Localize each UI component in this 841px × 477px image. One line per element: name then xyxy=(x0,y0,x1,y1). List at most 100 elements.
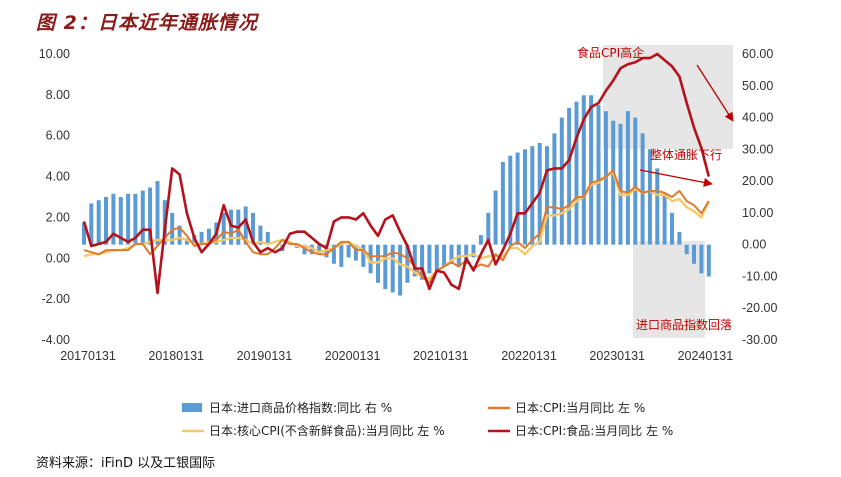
bar xyxy=(398,244,403,296)
left-axis-tick: 8.00 xyxy=(46,88,70,102)
bar xyxy=(618,123,623,245)
bar xyxy=(206,228,211,245)
x-axis-tick: 20170131 xyxy=(60,349,116,363)
bar xyxy=(530,146,535,245)
left-axis-tick: 0.00 xyxy=(46,251,70,265)
x-axis-tick: 20180131 xyxy=(148,349,204,363)
bar xyxy=(574,101,579,245)
legend: 日本:进口商品价格指数:同比 右 % 日本:CPI:当月同比 左 % 日本:核心CP… xyxy=(182,400,673,438)
bar xyxy=(427,244,432,274)
legend-label: 日本:CPI:当月同比 左 % xyxy=(515,400,645,415)
bar xyxy=(442,244,447,267)
legend-label: 日本:CPI:食品:当月同比 左 % xyxy=(515,423,673,438)
figure-title: 图 2：日本近年通胀情况 xyxy=(36,12,258,34)
bar xyxy=(390,244,395,293)
bar xyxy=(82,222,86,245)
bar xyxy=(258,225,263,245)
bar xyxy=(493,190,498,245)
bar xyxy=(140,190,145,245)
bar xyxy=(412,244,417,277)
right-axis-tick: -30.00 xyxy=(742,333,777,347)
bar xyxy=(331,244,336,264)
bar xyxy=(118,197,123,245)
x-axis-tick: 20210131 xyxy=(413,349,469,363)
line-cpi xyxy=(83,169,710,284)
bar xyxy=(625,111,630,245)
bar xyxy=(317,244,322,255)
left-axis-tick: 2.00 xyxy=(46,210,70,224)
bar xyxy=(647,149,652,245)
bar xyxy=(464,244,469,264)
bar xyxy=(508,155,513,245)
axes: -4.00 -2.00 0.00 2.00 4.00 6.00 8.00 10.00 -30.0… xyxy=(39,47,778,363)
bar xyxy=(221,212,226,245)
bar xyxy=(89,203,94,245)
line-food-cpi xyxy=(82,52,711,295)
bar xyxy=(515,152,520,245)
annotation-overall-inflation-down: 整体通胀下行 xyxy=(650,147,722,162)
bar xyxy=(339,244,344,267)
bar xyxy=(706,244,711,277)
bar xyxy=(346,244,351,258)
bar xyxy=(471,244,476,258)
bar xyxy=(486,212,491,245)
bar xyxy=(148,187,153,245)
bar xyxy=(581,95,586,245)
bar xyxy=(449,244,454,264)
bar xyxy=(677,232,682,245)
annotation-import-index-decline: 进口商品指数回落 xyxy=(636,317,732,332)
bar xyxy=(589,95,594,245)
right-axis-tick: 40.00 xyxy=(742,111,773,125)
left-axis-tick: 4.00 xyxy=(46,170,70,184)
bar xyxy=(302,244,307,255)
shaded-regions xyxy=(603,45,733,338)
bar xyxy=(199,232,204,245)
bar xyxy=(111,193,116,245)
bar xyxy=(662,193,667,245)
bar xyxy=(420,244,425,280)
right-axis-tick: 50.00 xyxy=(742,79,773,93)
bar xyxy=(361,244,366,267)
right-axis-tick: -20.00 xyxy=(742,301,777,315)
x-axis-tick: 20200131 xyxy=(325,349,381,363)
bar xyxy=(500,162,505,245)
left-axis-tick: -4.00 xyxy=(42,333,71,347)
legend-label: 日本:核心CPI(不含新鲜食品):当月同比 左 % xyxy=(209,423,445,438)
bar xyxy=(133,193,138,245)
x-axis-tick: 20190131 xyxy=(237,349,293,363)
bar xyxy=(126,193,131,245)
bar xyxy=(251,212,255,245)
left-axis-tick: 6.00 xyxy=(46,129,70,143)
bar xyxy=(265,232,270,245)
right-axis-tick: 20.00 xyxy=(742,174,773,188)
left-axis-tick: -2.00 xyxy=(42,292,71,306)
legend-swatch-bar xyxy=(182,403,202,412)
right-axis-tick: 10.00 xyxy=(742,206,773,220)
bar xyxy=(523,149,527,245)
bar xyxy=(368,244,373,274)
bar xyxy=(96,200,101,245)
bar xyxy=(640,133,645,245)
bar xyxy=(596,104,601,245)
bar xyxy=(243,206,248,245)
bar xyxy=(567,108,572,245)
bar xyxy=(692,244,696,264)
bar xyxy=(405,244,410,283)
right-axis-tick: 30.00 xyxy=(742,142,773,156)
arrow-food-cpi xyxy=(696,64,734,122)
bar xyxy=(383,244,388,290)
x-axis-tick: 20240131 xyxy=(678,349,734,363)
legend-label: 日本:进口商品价格指数:同比 右 % xyxy=(209,400,392,415)
bar xyxy=(559,117,564,245)
bar xyxy=(545,146,549,245)
arrow-overall-inflation xyxy=(639,169,713,187)
right-axis-tick: 60.00 xyxy=(742,47,773,61)
bar xyxy=(611,120,616,245)
annotation-food-cpi-high: 食品CPI高企 xyxy=(577,45,644,60)
bar xyxy=(104,197,108,245)
bar xyxy=(434,244,439,271)
left-axis-tick: 10.00 xyxy=(39,47,70,61)
bar xyxy=(353,244,358,261)
